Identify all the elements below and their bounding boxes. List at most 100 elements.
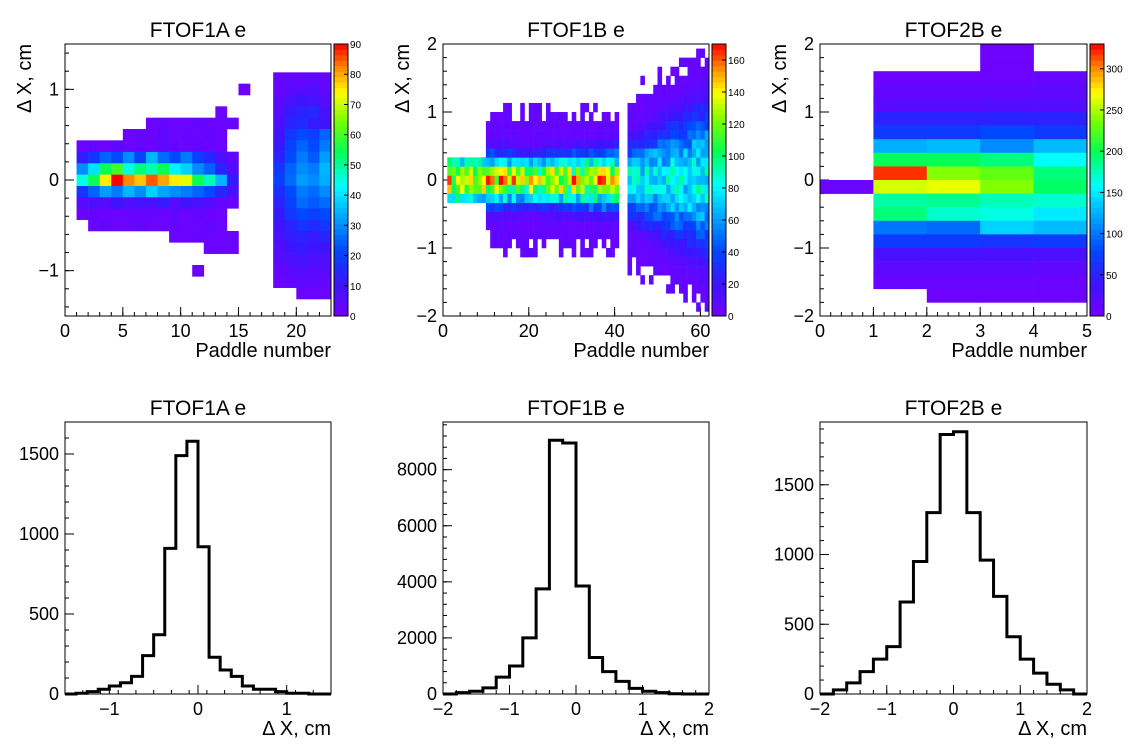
x-tick-label: −2 [810,699,831,719]
heatmap-cell [687,229,693,240]
heatmap-cell [576,166,581,176]
y-tick-label: 0 [804,170,814,190]
heatmap-cell [636,130,641,140]
heatmap-cell [644,93,650,104]
heatmap-cell [661,148,667,158]
heatmap-cell [296,253,309,266]
heatmap-cell [627,121,633,131]
histogram-bin [549,440,562,694]
heatmap-cell [550,202,555,213]
heatmap-cell [666,211,671,222]
heatmap-cell [76,208,89,220]
heatmap-cell [661,112,667,122]
heatmap-cell [1033,166,1088,181]
heatmap-cell [550,157,555,167]
heatmap-cell [1033,234,1088,249]
heatmap-cell [674,166,680,176]
color-scale-bin [1090,71,1104,78]
heatmap-cell [541,121,547,131]
heatmap-cell [515,130,521,140]
heatmap-cell [468,184,474,194]
heatmap-cell [558,112,564,122]
heatmap-cell [584,220,590,231]
heatmap-cell [88,185,100,198]
heatmap-cell [700,266,706,276]
heatmap-cell [627,202,633,213]
heatmap-cell [563,166,568,176]
color-scale-bin [1090,60,1104,67]
heatmap-cell [700,293,706,303]
heatmap-cell [691,166,697,176]
heatmap-cell [319,287,332,300]
heatmap-cell [597,211,603,222]
color-scale-bin [712,277,726,284]
color-scale-bin [334,223,348,230]
heatmap-cell [490,157,495,167]
heatmap-cell [460,166,465,176]
heatmap-cell [567,148,573,158]
heatmap-cell [307,265,320,277]
y-tick-label: 0 [427,170,437,190]
heatmap-cell [485,139,491,149]
heatmap-cell [593,175,598,185]
heatmap-cell [627,112,633,122]
heatmap-cell [1033,207,1088,222]
heatmap-cell [485,148,491,158]
heatmap-cell [203,242,216,254]
heatmap-cell [485,175,491,185]
heatmap-cell [576,193,581,203]
heatmap-cell [134,151,147,164]
x-axis-label: Δ X, cm [262,718,331,740]
heatmap-cell [473,193,478,203]
heatmap-cell [593,238,598,249]
heatmap-cell [601,175,607,185]
heatmap-cell [273,151,286,164]
heatmap-cell [533,166,538,176]
heatmap-cell [192,129,205,141]
heatmap-cell [296,219,309,232]
heatmap-cell [545,211,551,222]
heatmap-cell [653,93,658,104]
heatmap-cell [284,72,297,84]
heatmap-cell [696,130,701,140]
heatmap-cell [584,148,590,158]
heatmap-cell [674,102,680,113]
color-scale-bin [334,152,348,159]
heatmap-cell [507,184,512,194]
heatmap-cell [169,151,181,164]
heatmap-cell [700,112,706,122]
heatmap-cell [683,193,688,203]
heatmap-cell [648,112,654,122]
heatmap-cell [700,130,706,140]
heatmap-cell [696,202,701,213]
heatmap-cell [455,175,461,185]
heatmap-cell [980,207,1034,222]
heatmap-cell [520,202,525,213]
x-tick-label: 0 [948,699,958,719]
heatmap-cell [490,130,495,140]
heatmap-cell [563,157,568,167]
heatmap-cell [631,148,637,158]
color-scale-bin [334,169,348,176]
heatmap-cell [691,139,697,149]
heatmap-cell [524,193,530,203]
histogram-bin [176,456,187,694]
heatmap-cell [537,166,542,176]
heatmap-cell [226,163,239,175]
heatmap-cell [704,184,710,194]
heatmap-cell [88,151,100,164]
heatmap-cell [180,163,193,175]
heatmap-cell [203,140,216,152]
heatmap-cell [644,184,650,194]
heatmap-cell [284,208,297,220]
heatmap-cell [700,275,706,285]
color-scale-bin [1090,272,1104,279]
heatmap-cell [533,193,538,203]
heatmap-cell [674,139,680,149]
heatmap-cell [468,157,474,167]
heatmap-cell [145,208,158,220]
color-scale-bin [1090,92,1104,99]
heatmap-cell [319,129,332,141]
heatmap-cell [511,211,517,222]
heatmap-cell [122,208,135,220]
